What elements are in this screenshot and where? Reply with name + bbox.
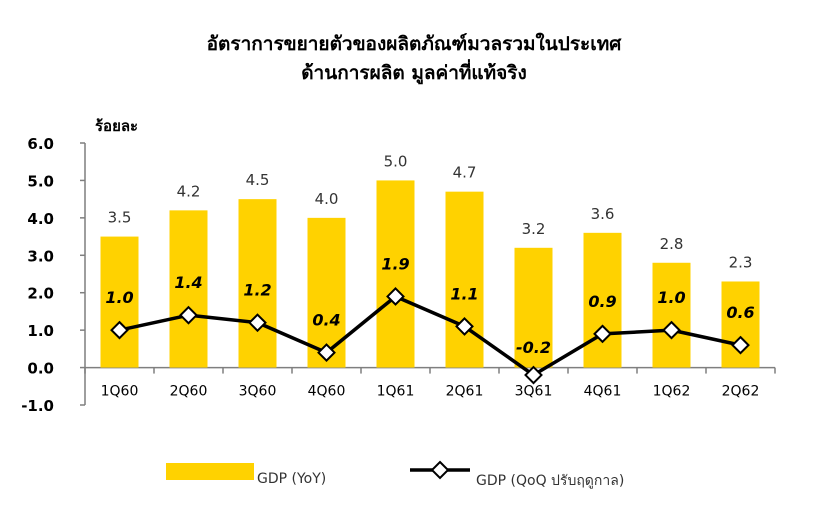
line-point-marker	[179, 305, 198, 325]
x-tick-label: 1Q60	[101, 384, 139, 400]
line-value-label: 1.9	[381, 254, 409, 273]
bar	[652, 262, 691, 368]
line-point-marker	[248, 313, 267, 333]
bar-value-label: 3.2	[522, 220, 546, 238]
legend-swatch-bar	[166, 463, 254, 480]
y-tick-label: 6.0	[27, 135, 54, 153]
line-point-marker	[317, 343, 336, 363]
bar	[721, 281, 760, 368]
x-tick-label: 2Q62	[722, 384, 760, 400]
y-tick-label: 4.0	[27, 210, 54, 228]
line-point-marker	[386, 287, 405, 306]
bar-value-label: 3.6	[591, 205, 615, 223]
x-tick-label: 2Q61	[446, 384, 484, 400]
x-tick-label: 3Q60	[239, 384, 277, 400]
chart-title: อัตราการขยายตัวของผลิตภัณฑ์มวลรวมในประเท…	[206, 33, 622, 55]
line-point-marker	[593, 324, 612, 344]
line-point-marker	[731, 335, 750, 355]
line-point-marker	[110, 320, 129, 340]
bar	[445, 191, 484, 368]
bar-value-label: 4.7	[453, 164, 477, 182]
bar-value-label: 2.8	[660, 235, 684, 253]
bar-value-label: 5.0	[384, 152, 408, 170]
line-value-label: 0.6	[726, 303, 754, 322]
bar	[169, 210, 208, 368]
y-tick-label: 0.0	[27, 360, 54, 378]
bar-value-label: 3.5	[108, 209, 132, 227]
chart-subtitle: ด้านการผลิต มูลค่าที่แท้จริง	[301, 62, 527, 84]
line-value-label: 0.4	[312, 311, 340, 330]
line-point-marker	[662, 320, 681, 340]
x-tick-label: 2Q60	[170, 384, 208, 400]
x-tick-label: 1Q62	[653, 384, 691, 400]
line-value-label: 1.0	[105, 288, 133, 307]
y-tick-label: -1.0	[21, 397, 54, 415]
line-value-label: 1.0	[657, 288, 685, 307]
line-value-label: 0.9	[588, 292, 616, 311]
line-point-marker	[455, 316, 474, 336]
line-series	[119, 294, 741, 377]
bar-value-label: 4.2	[177, 182, 201, 200]
bar	[514, 247, 553, 368]
y-tick-label: 2.0	[27, 285, 54, 303]
y-tick-label: 1.0	[27, 322, 54, 340]
y-tick-label: 3.0	[27, 247, 54, 265]
bar	[583, 232, 622, 368]
bar-value-label: 2.3	[729, 253, 753, 271]
bar	[100, 236, 139, 368]
bar-value-label: 4.5	[246, 171, 270, 189]
x-tick-label: 1Q61	[377, 384, 415, 400]
y-tick-label: 5.0	[27, 172, 54, 190]
bar-value-label: 4.0	[315, 190, 339, 208]
line-value-label: 1.1	[450, 284, 478, 303]
x-tick-label: 3Q61	[515, 384, 553, 400]
x-tick-label: 4Q61	[584, 384, 622, 400]
legend-swatch-marker	[430, 460, 450, 480]
line-value-label: -0.2	[516, 338, 551, 357]
legend-label-line: GDP (QoQ ปรับฤดูกาล)	[476, 473, 624, 489]
legend-label-bar: GDP (YoY)	[257, 471, 326, 487]
y-axis-label: ร้อยละ	[95, 117, 138, 135]
bar	[376, 180, 415, 368]
bar	[238, 199, 277, 368]
line-point-marker	[524, 365, 543, 385]
line-value-label: 1.2	[243, 281, 271, 300]
line-value-label: 1.4	[174, 273, 202, 292]
x-tick-label: 4Q60	[308, 384, 346, 400]
